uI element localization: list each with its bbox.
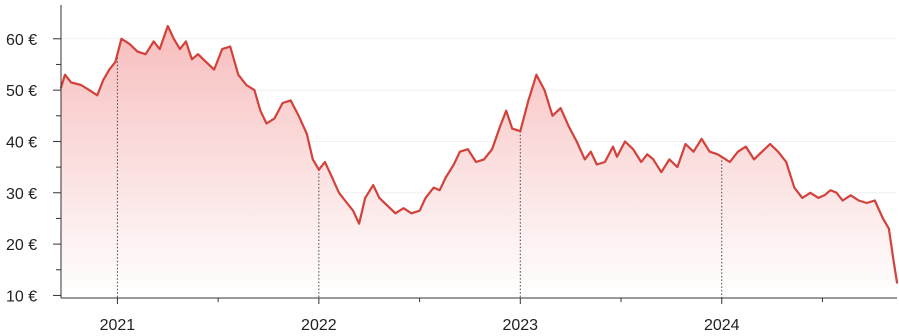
y-tick-label: 10 € xyxy=(6,288,37,305)
x-axis-ticks: 2021 2022 2023 2024 xyxy=(100,298,823,334)
y-tick-label: 20 € xyxy=(6,237,37,254)
y-tick-label: 40 € xyxy=(6,134,37,151)
price-line-layer xyxy=(59,24,899,284)
y-tick-label: 30 € xyxy=(6,186,37,203)
x-tick-label: 2023 xyxy=(502,317,538,334)
y-tick-label: 60 € xyxy=(6,32,37,49)
x-tick-label: 2021 xyxy=(100,317,136,334)
x-tick-label: 2022 xyxy=(301,317,337,334)
y-axis-ticks: 10 € 20 € 30 € 40 € 50 € 60 € xyxy=(6,32,61,305)
y-tick-label: 50 € xyxy=(6,83,37,100)
year-markers xyxy=(116,54,723,298)
price-line xyxy=(59,24,899,284)
x-tick-label: 2024 xyxy=(704,317,740,334)
axes xyxy=(60,5,897,299)
